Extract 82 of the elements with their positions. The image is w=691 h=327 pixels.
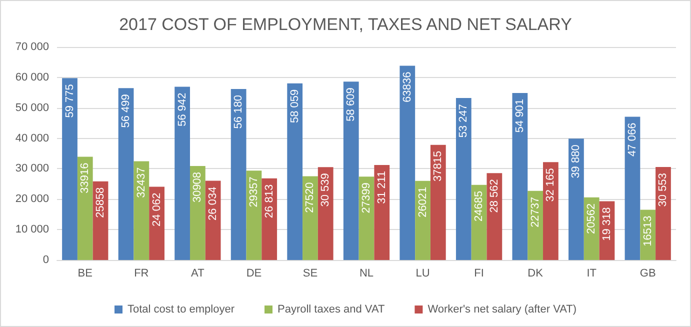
data-label: 47 066 [626, 122, 638, 156]
data-label: 53 247 [458, 104, 470, 138]
bar [174, 86, 190, 260]
data-label: 58 059 [288, 89, 301, 123]
data-label: 59 775 [64, 84, 76, 118]
chart-title: 2017 COST OF EMPLOYMENT, TAXES AND NET SALARY [119, 15, 572, 34]
y-tick-label: 0 [42, 254, 49, 266]
data-label: 56 942 [176, 92, 188, 126]
data-label: 39 880 [570, 144, 582, 178]
data-label: 63836 [401, 72, 414, 102]
data-label: 29357 [248, 176, 260, 208]
data-label: 32437 [135, 167, 148, 198]
legend-label: Worker's net salary (after VAT) [428, 304, 577, 316]
data-label: 25858 [94, 187, 107, 218]
data-label: 28 562 [488, 179, 500, 213]
bar [134, 161, 150, 260]
data-label: 20562 [586, 203, 598, 234]
legend-label: Payroll taxes and VAT [278, 304, 385, 316]
bar [287, 83, 303, 260]
x-tick-label: SE [302, 268, 318, 280]
x-tick-label: GB [640, 268, 656, 280]
bar [262, 178, 278, 260]
bar [302, 176, 318, 260]
data-label: 54 901 [514, 98, 526, 133]
bar [656, 167, 671, 260]
bar [77, 156, 93, 260]
data-label: 19 318 [600, 207, 613, 241]
data-label: 32 165 [544, 168, 557, 202]
y-tick-label: 70 000 [15, 41, 49, 53]
y-tick-label: 20 000 [15, 193, 49, 206]
bar [149, 186, 164, 260]
bar [400, 66, 416, 260]
y-tick-label: 50 000 [15, 102, 49, 114]
bar [190, 166, 206, 260]
bar [528, 190, 544, 260]
bar [456, 98, 472, 260]
data-label: 22737 [529, 196, 542, 228]
data-label: 27399 [360, 182, 372, 214]
bar [205, 180, 221, 260]
data-label: 56 180 [232, 95, 245, 129]
x-tick-label: DK [528, 268, 544, 280]
data-label: 56 499 [120, 94, 132, 128]
data-label: 26021 [416, 186, 429, 218]
x-tick-label: NL [359, 268, 374, 280]
data-label: 58 609 [345, 88, 358, 122]
bar [430, 144, 446, 260]
x-tick-label: DE [246, 268, 262, 280]
x-tick-label: FI [474, 268, 484, 280]
bar [118, 88, 134, 260]
data-label: 16513 [642, 216, 654, 246]
data-label: 26 813 [263, 184, 276, 218]
bar [568, 138, 584, 260]
y-tick-label: 60 000 [15, 71, 49, 84]
x-tick-label: AT [191, 268, 205, 280]
legend-label: Total cost to employer [128, 304, 235, 316]
y-tick-label: 10 000 [15, 224, 49, 236]
data-label: 24 062 [150, 192, 163, 226]
data-label: 24685 [473, 190, 486, 222]
bar [343, 82, 359, 260]
data-label: 30 539 [320, 173, 332, 207]
bar [543, 162, 558, 260]
bar [486, 173, 502, 260]
data-label: 26 034 [207, 186, 220, 220]
bar [415, 180, 430, 260]
x-tick-label: LU [416, 268, 430, 280]
y-tick-label: 40 000 [15, 132, 49, 144]
x-tick-label: BE [78, 268, 92, 280]
bar [62, 78, 78, 260]
data-label: 30 553 [657, 173, 670, 207]
data-label: 27520 [304, 182, 316, 213]
bar [624, 116, 640, 260]
y-tick-label: 30 000 [15, 162, 49, 175]
bar [230, 89, 246, 260]
data-label: 31 211 [376, 171, 388, 204]
data-label: 37815 [432, 150, 444, 182]
data-label: 30908 [192, 172, 204, 203]
bar [512, 92, 528, 260]
bar [318, 167, 334, 260]
data-label: 33916 [79, 162, 92, 194]
x-tick-label: IT [586, 268, 597, 280]
x-tick-label: FR [134, 268, 149, 280]
bar [374, 165, 390, 260]
